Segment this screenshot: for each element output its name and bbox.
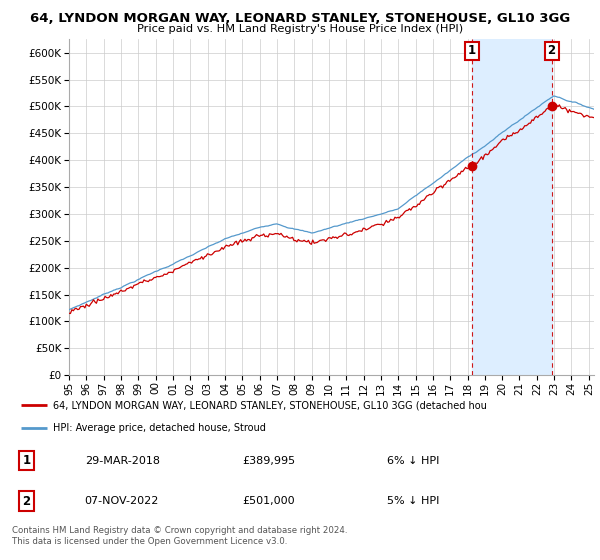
- Text: 64, LYNDON MORGAN WAY, LEONARD STANLEY, STONEHOUSE, GL10 3GG (detached hou: 64, LYNDON MORGAN WAY, LEONARD STANLEY, …: [53, 400, 487, 410]
- Text: £389,995: £389,995: [242, 456, 295, 466]
- Text: 6% ↓ HPI: 6% ↓ HPI: [388, 456, 440, 466]
- Text: 2: 2: [547, 44, 556, 58]
- Text: 07-NOV-2022: 07-NOV-2022: [85, 496, 159, 506]
- Text: 29-MAR-2018: 29-MAR-2018: [85, 456, 160, 466]
- Text: £501,000: £501,000: [242, 496, 295, 506]
- Text: HPI: Average price, detached house, Stroud: HPI: Average price, detached house, Stro…: [53, 423, 266, 433]
- Text: 2: 2: [22, 495, 31, 508]
- Text: 5% ↓ HPI: 5% ↓ HPI: [388, 496, 440, 506]
- Text: 64, LYNDON MORGAN WAY, LEONARD STANLEY, STONEHOUSE, GL10 3GG: 64, LYNDON MORGAN WAY, LEONARD STANLEY, …: [30, 12, 570, 25]
- Text: Contains HM Land Registry data © Crown copyright and database right 2024.
This d: Contains HM Land Registry data © Crown c…: [12, 526, 347, 546]
- Text: 1: 1: [467, 44, 476, 58]
- Bar: [472, 39, 551, 375]
- Text: Price paid vs. HM Land Registry's House Price Index (HPI): Price paid vs. HM Land Registry's House …: [137, 24, 463, 34]
- Text: 1: 1: [22, 454, 31, 467]
